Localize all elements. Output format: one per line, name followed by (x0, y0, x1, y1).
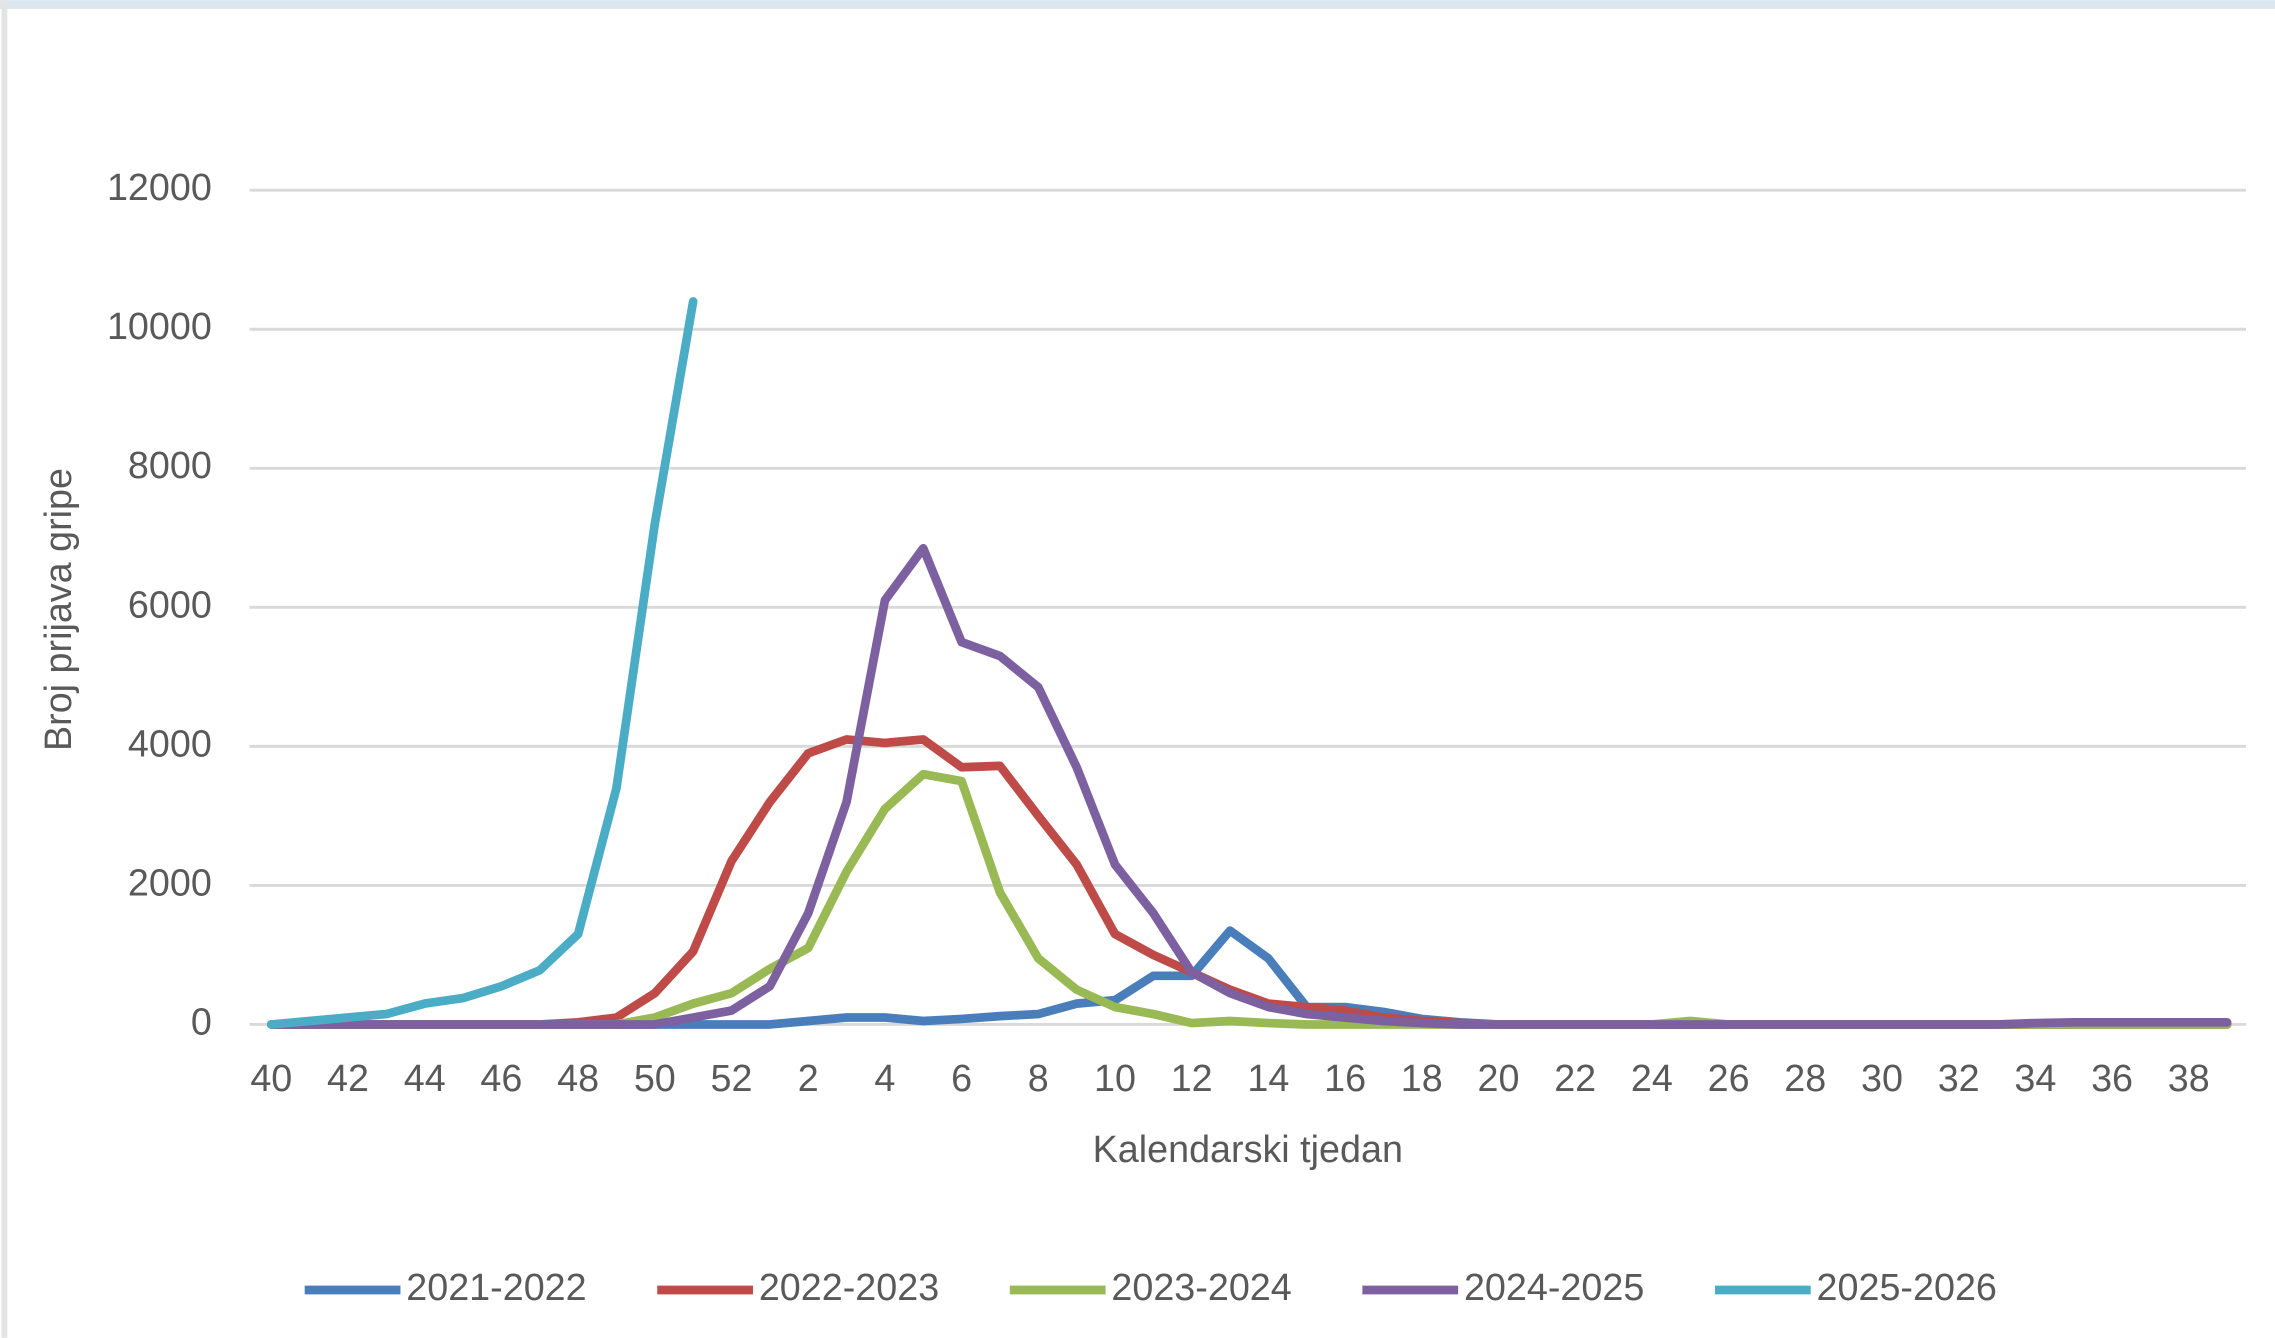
x-tick-label: 48 (557, 1057, 599, 1099)
x-tick-label: 22 (1554, 1057, 1596, 1099)
x-tick-label: 4 (874, 1057, 895, 1099)
y-tick-label: 2000 (128, 861, 212, 903)
y-axis-title: Broj prijava gripe (37, 468, 79, 751)
x-tick-label: 34 (2014, 1057, 2056, 1099)
series-line (266, 297, 698, 1029)
y-tick-label: 4000 (128, 722, 212, 764)
x-tick-label: 46 (480, 1057, 522, 1099)
x-tick-label: 28 (1784, 1057, 1826, 1099)
x-tick-label: 52 (711, 1057, 753, 1099)
x-tick-label: 30 (1861, 1057, 1903, 1099)
y-tick-label: 6000 (128, 583, 212, 625)
legend-label: 2025-2026 (1817, 1266, 1997, 1308)
x-tick-label: 16 (1324, 1057, 1366, 1099)
y-tick-label: 8000 (128, 444, 212, 486)
x-tick-label: 44 (404, 1057, 446, 1099)
legend-label: 2024-2025 (1464, 1266, 1644, 1308)
x-tick-label: 32 (1938, 1057, 1980, 1099)
series-line (266, 543, 2232, 1029)
y-tick-label: 12000 (107, 166, 212, 208)
x-tick-label: 36 (2091, 1057, 2133, 1099)
legend-label: 2021-2022 (406, 1266, 586, 1308)
x-tick-label: 10 (1094, 1057, 1136, 1099)
x-tick-label: 6 (951, 1057, 972, 1099)
y-tick-label: 10000 (107, 305, 212, 347)
x-tick-label: 38 (2168, 1057, 2210, 1099)
x-tick-label: 14 (1247, 1057, 1289, 1099)
y-tick-label: 0 (191, 1000, 212, 1042)
x-tick-label: 2 (798, 1057, 819, 1099)
x-tick-label: 50 (634, 1057, 676, 1099)
x-tick-label: 8 (1028, 1057, 1049, 1099)
x-axis-title: Kalendarski tjedan (1093, 1128, 1403, 1170)
x-tick-label: 42 (327, 1057, 369, 1099)
x-tick-label: 20 (1478, 1057, 1520, 1099)
x-tick-label: 18 (1401, 1057, 1443, 1099)
x-tick-label: 40 (250, 1057, 292, 1099)
x-tick-label: 24 (1631, 1057, 1673, 1099)
x-tick-label: 26 (1708, 1057, 1750, 1099)
legend-label: 2023-2024 (1111, 1266, 1291, 1308)
legend-label: 2022-2023 (759, 1266, 939, 1308)
x-tick-label: 12 (1171, 1057, 1213, 1099)
